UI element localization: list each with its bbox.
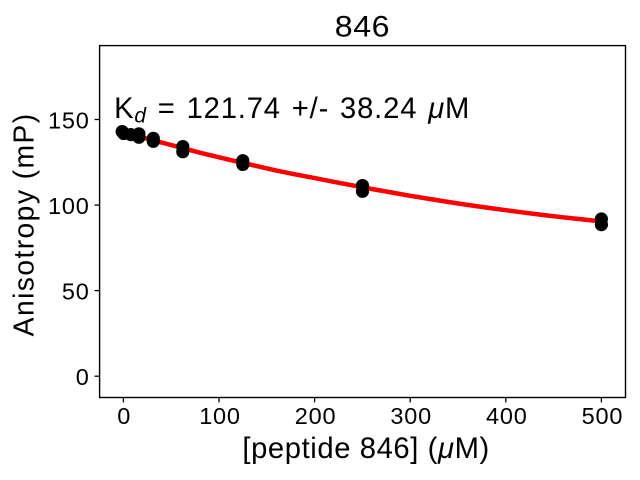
svg-text:500: 500 [582, 403, 624, 429]
svg-text:Kd = 121.74 +/- 38.24 μM: Kd = 121.74 +/- 38.24 μM [114, 93, 470, 128]
svg-text:Anisotropy (mP): Anisotropy (mP) [8, 112, 40, 336]
svg-text:200: 200 [295, 403, 337, 429]
svg-text:400: 400 [486, 403, 528, 429]
svg-text:846: 846 [335, 10, 390, 43]
svg-text:100: 100 [199, 403, 241, 429]
svg-text:0: 0 [117, 403, 131, 429]
svg-text:50: 50 [62, 279, 90, 305]
svg-text:100: 100 [48, 193, 90, 219]
svg-text:300: 300 [390, 403, 432, 429]
svg-text:0: 0 [76, 364, 90, 390]
svg-text:150: 150 [48, 107, 90, 133]
svg-text:[peptide 846] (μM): [peptide 846] (μM) [242, 433, 489, 465]
